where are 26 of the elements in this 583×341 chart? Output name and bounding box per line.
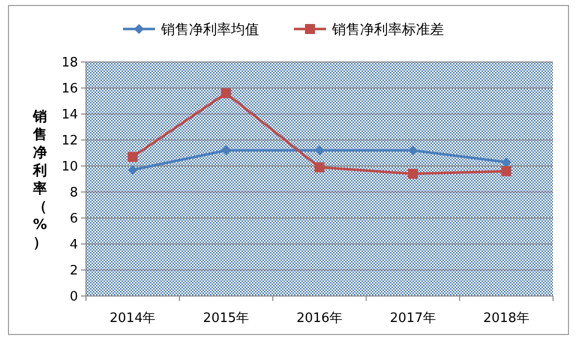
y-tick-label: 16 [61, 82, 78, 96]
x-tick-label: 2015年 [203, 311, 250, 326]
legend-label: 销售净利率均值 [160, 22, 259, 38]
x-tick-label: 2017年 [390, 311, 436, 326]
y-tick-label: 6 [70, 212, 78, 226]
y-tick-label: 2 [70, 264, 78, 278]
y-tick-label: 4 [70, 238, 78, 252]
legend-label: 销售净利率标准差 [331, 22, 444, 38]
point [501, 157, 512, 168]
y-tick-label: 10 [61, 160, 78, 174]
y-tick-label: 8 [70, 186, 78, 200]
y-tick-label: 14 [61, 108, 78, 122]
y-tick-label: 12 [61, 134, 78, 148]
point [408, 145, 418, 156]
x-tick-label: 2018年 [483, 311, 530, 326]
point [128, 152, 138, 162]
x-tick-label: 2016年 [296, 311, 343, 326]
point [221, 88, 232, 98]
point [408, 168, 418, 179]
x-tick-label: 2014年 [110, 311, 156, 326]
y-tick-label: 0 [70, 290, 78, 304]
point [128, 164, 138, 175]
y-tick-label: 18 [61, 56, 78, 70]
y-axis-title: 销售净利率（%） [32, 109, 48, 251]
point [501, 166, 512, 176]
point [314, 162, 324, 172]
